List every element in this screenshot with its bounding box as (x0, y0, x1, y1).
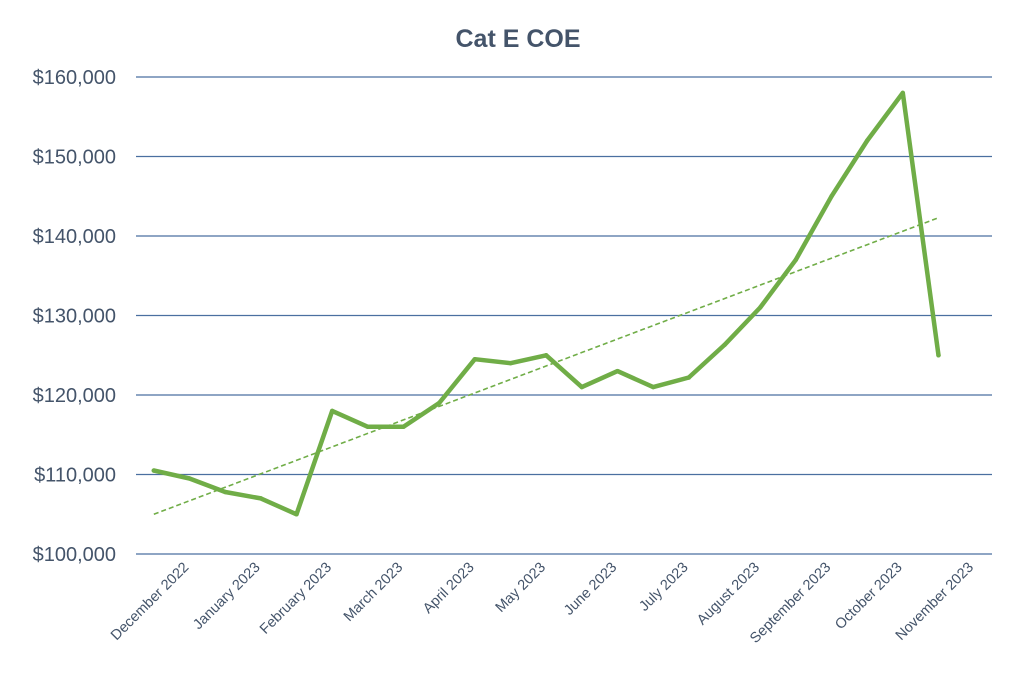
y-tick-label: $150,000 (33, 147, 116, 169)
data-point (686, 375, 692, 380)
trendline-layer (153, 216, 939, 515)
data-point (508, 361, 513, 366)
x-tick-label: October 2023 (832, 560, 905, 633)
data-point (936, 353, 941, 358)
data-point (472, 357, 478, 362)
x-tick-label: June 2023 (561, 560, 620, 619)
y-tick-label: $110,000 (34, 465, 116, 487)
data-point (151, 468, 157, 473)
data-point (900, 90, 906, 96)
x-tick-label: January 2023 (190, 560, 263, 633)
series-layer (151, 90, 941, 517)
data-point (436, 400, 442, 406)
data-point (579, 384, 585, 390)
data-point (365, 424, 371, 429)
y-tick-label: $140,000 (33, 226, 116, 248)
x-tick-label: July 2023 (636, 560, 691, 615)
data-point (187, 476, 192, 481)
trendline (153, 216, 939, 515)
data-point (722, 342, 727, 348)
x-tick-label: April 2023 (420, 560, 477, 617)
x-tick-label: December 2022 (108, 560, 192, 644)
data-point (650, 384, 656, 390)
data-point (829, 194, 834, 199)
x-tick-label: May 2023 (493, 560, 549, 616)
x-tick-label: August 2023 (694, 560, 763, 629)
data-point (793, 257, 799, 263)
gridlines (136, 76, 992, 555)
y-tick-label: $130,000 (33, 306, 116, 328)
y-axis: $100,000 $110,000 $120,000 $130,000 $140,000… (33, 67, 116, 566)
y-tick-label: $120,000 (33, 385, 116, 407)
data-point (222, 489, 228, 495)
data-point (401, 424, 406, 429)
data-point (294, 512, 299, 517)
data-point (757, 305, 763, 310)
x-tick-label: February 2023 (257, 560, 335, 638)
y-tick-label: $160,000 (33, 67, 116, 89)
data-point (258, 496, 264, 501)
x-tick-label: November 2023 (893, 560, 977, 644)
data-point (543, 353, 549, 358)
y-tick-label: $100,000 (33, 544, 116, 566)
data-point (329, 408, 335, 414)
data-point (864, 138, 870, 143)
x-tick-label: March 2023 (341, 560, 406, 625)
data-point (615, 368, 620, 374)
chart-title: Cat E COE (455, 25, 580, 53)
